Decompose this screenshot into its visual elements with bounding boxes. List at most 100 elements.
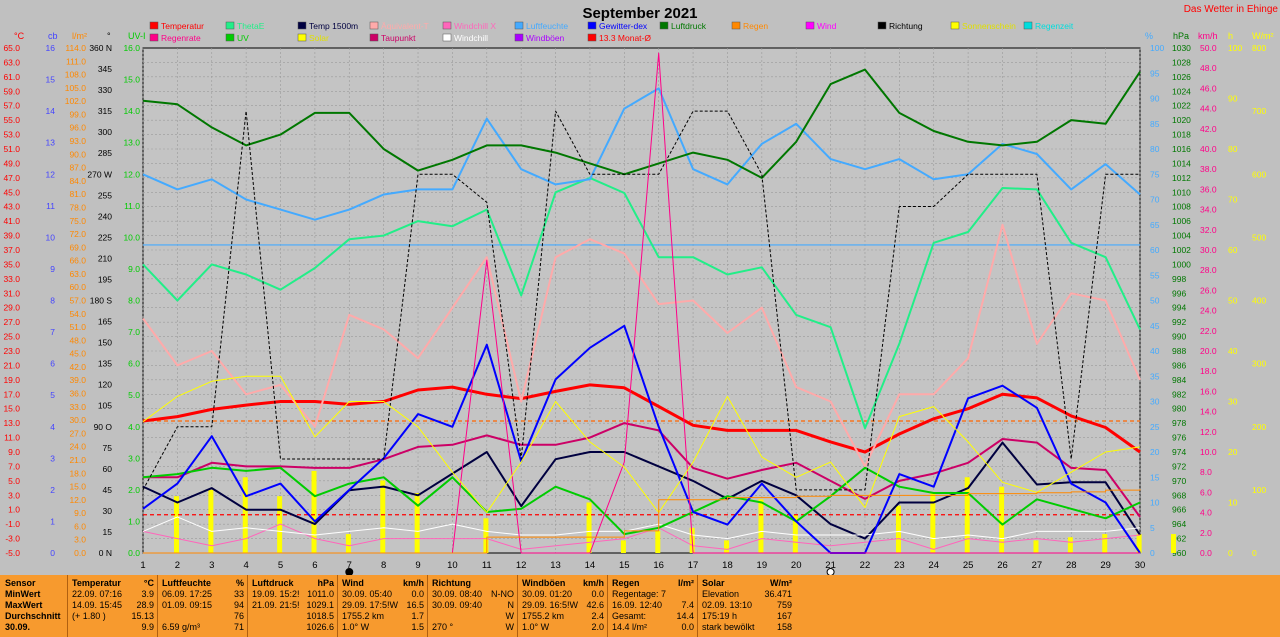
- x-tick-label: 7: [347, 560, 352, 571]
- legend-swatch: [442, 21, 452, 30]
- axis-tick-L2: 39.0: [69, 375, 86, 385]
- axis-tick-R0: 80: [1150, 144, 1160, 154]
- stats-separator: [427, 575, 428, 637]
- axis-unit-L0: °C: [14, 31, 25, 41]
- axis-tick-L0: 25.0: [3, 332, 20, 342]
- solar-bar: [930, 493, 936, 553]
- axis-tick-L1: 15: [46, 75, 56, 85]
- axis-tick-L4: 10.0: [123, 232, 140, 242]
- axis-unit-R3: h: [1228, 31, 1233, 41]
- legend-label: Temp 1500m: [309, 21, 358, 31]
- axis-tick-R2: 10.0: [1200, 447, 1217, 457]
- axis-tick-L1: 8: [50, 296, 55, 306]
- axis-tick-L2: 75.0: [69, 216, 86, 226]
- axis-tick-R4: 500: [1252, 232, 1266, 242]
- axis-tick-L4: 15.0: [123, 75, 140, 85]
- x-axis-ticks: 1 2 3 4 5 6 7 8 9 10 11 12 13 14 15 16 17 18 19 20 21 22 23 24 2…: [140, 560, 1145, 571]
- stats-col-7: Regen l/m² Regentage: 7 16.09. 12:40 7.4 Gesa…: [612, 578, 694, 637]
- axis-tick-L0: 53.0: [3, 130, 20, 140]
- site-brand[interactable]: Das Wetter in Ehinge: [1184, 4, 1279, 15]
- legend-label: Wind: [817, 21, 837, 31]
- axis-tick-L4: 6.0: [128, 359, 140, 369]
- axis-tick-R2: 4.0: [1200, 508, 1212, 518]
- axis-tick-L3: 300: [98, 127, 112, 137]
- axis-tick-R4: 100: [1252, 485, 1266, 495]
- axis-tick-L4: 9.0: [128, 264, 140, 274]
- solar-bar: [483, 518, 489, 553]
- x-marker: [345, 568, 354, 575]
- axis-unit-L4: UV-I: [128, 31, 146, 41]
- axis-tick-L3: 360 N: [89, 43, 112, 53]
- axis-unit-R4: W/m²: [1252, 31, 1274, 41]
- legend-label: Windchill X: [454, 21, 496, 31]
- axis-tick-R1: 1022: [1172, 101, 1191, 111]
- axis-tick-R4: 300: [1252, 359, 1266, 369]
- axis-tick-R3: 80: [1228, 144, 1238, 154]
- plot-area: [142, 47, 1141, 554]
- axis-unit-L1: cb: [48, 31, 58, 41]
- stats-row: 76: [233, 611, 244, 621]
- stats-row: 22.09. 07:16 3.9: [72, 589, 154, 599]
- solar-bar: [586, 502, 592, 553]
- axis-tick-R0: 85: [1150, 119, 1160, 129]
- legend-swatch: [225, 21, 235, 30]
- stats-header: Temperatur °C: [72, 578, 154, 588]
- axis-tick-L0: 45.0: [3, 187, 20, 197]
- stats-row: 30.09. 08:40 N-NO: [432, 589, 514, 599]
- axis-tick-L4: 0.0: [128, 548, 140, 558]
- axis-tick-L0: 21.0: [3, 360, 20, 370]
- axis-unit-L3: °: [107, 31, 111, 41]
- solar-bar: [724, 540, 730, 553]
- stats-separator: [337, 575, 338, 637]
- legend-label: Taupunkt: [381, 33, 416, 43]
- axis-tick-R1: 968: [1172, 490, 1186, 500]
- axis-tick-R2: 40.0: [1200, 144, 1217, 154]
- axis-unit-R0: %: [1145, 31, 1153, 41]
- stats-col-4: Wind km/h 30.09. 05:40 0.0 29.09. 17:5!W 16.5…: [342, 578, 424, 637]
- axis-tick-L0: 49.0: [3, 158, 20, 168]
- x-tick-label: 10: [447, 560, 458, 571]
- axis-tick-R1: 1020: [1172, 115, 1191, 125]
- legend-swatch: [1023, 21, 1033, 30]
- x-tick-label: 3: [209, 560, 214, 571]
- axis-tick-R1: 1006: [1172, 216, 1191, 226]
- series-thetae: [142, 176, 1141, 430]
- axis-tick-R1: 1026: [1172, 72, 1191, 82]
- x-tick-label: 29: [1100, 560, 1111, 571]
- axis-tick-R1: 978: [1172, 418, 1186, 428]
- axis-tick-R3: 10: [1228, 498, 1238, 508]
- axis-tick-R4: 200: [1252, 422, 1266, 432]
- series-temperatur: [142, 383, 1141, 454]
- axis-tick-L0: 61.0: [3, 72, 20, 82]
- axis-tick-L3: 255: [98, 190, 112, 200]
- axis-tick-R0: 45: [1150, 321, 1160, 331]
- axis-tick-L2: 36.0: [69, 389, 86, 399]
- axis-tick-L1: 10: [46, 232, 56, 242]
- axis-tick-L2: 66.0: [69, 256, 86, 266]
- stats-row: 29.09. 16:5!W 42.6: [522, 600, 604, 610]
- axis-tick-R0: 75: [1150, 169, 1160, 179]
- axis-tick-L1: 3: [50, 453, 55, 463]
- axis-tick-L0: 31.0: [3, 288, 20, 298]
- stats-separator: [157, 575, 158, 637]
- axis-tick-R1: 992: [1172, 317, 1186, 327]
- legend-label: Regenzeit: [1035, 21, 1074, 31]
- x-tick-label: 13: [550, 560, 561, 571]
- axis-tick-L0: 63.0: [3, 57, 20, 67]
- stats-row: 06.09. 17:25 33: [162, 589, 244, 599]
- stats-row: 1755.2 km 1.7: [342, 611, 424, 621]
- axis-tick-R3: 100: [1228, 43, 1242, 53]
- stats-row: 1026.6: [306, 622, 334, 632]
- axis-tick-L4: 7.0: [128, 327, 140, 337]
- legend-label: Richtung: [889, 21, 923, 31]
- axis-unit-R2: km/h: [1198, 31, 1218, 41]
- axis-tick-R0: 10: [1150, 498, 1160, 508]
- axis-tick-L2: 51.0: [69, 322, 86, 332]
- axis-tick-R0: 55: [1150, 270, 1160, 280]
- axis-tick-L3: 315: [98, 106, 112, 116]
- stats-row: 14.09. 15:45 28.9: [72, 600, 154, 610]
- axis-tick-L4: 4.0: [128, 422, 140, 432]
- axis-tick-R1: 1010: [1172, 187, 1191, 197]
- legend-swatch: [950, 21, 960, 30]
- stats-col-1: Temperatur °C 22.09. 07:16 3.9 14.09. 15:45 2…: [72, 578, 154, 637]
